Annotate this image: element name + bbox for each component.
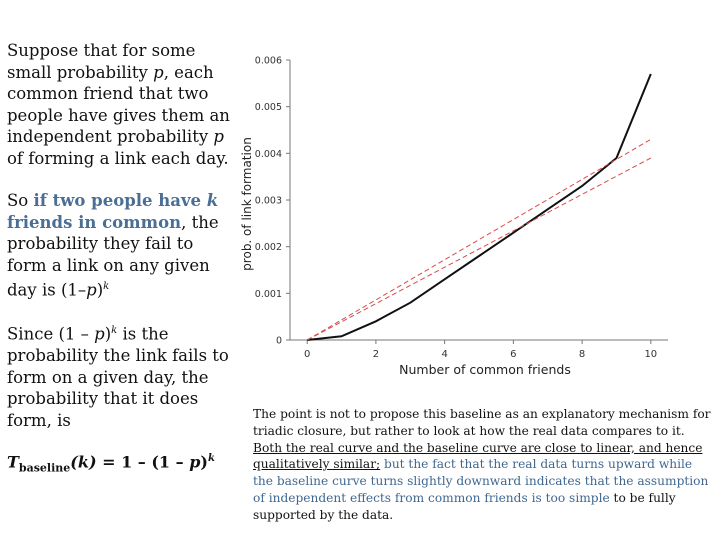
note-underlined-text: Both the real curve and the baseline cur…: [253, 440, 703, 472]
y-tick-label: 0.006: [255, 56, 282, 67]
y-tick-label: 0.001: [255, 289, 282, 300]
text: p: [94, 324, 105, 344]
text: Suppose that for some small probability: [7, 41, 196, 82]
text: , the probability they fail to form a li…: [7, 212, 219, 300]
chart-axes: [289, 60, 668, 341]
text: , each common friend that two people hav…: [7, 62, 230, 147]
exponent: k: [111, 325, 118, 336]
x-tick-label: 0: [304, 349, 310, 360]
note-text: to be fully supported by the data.: [253, 490, 676, 522]
baseline-line-1: [306, 157, 652, 341]
text: ): [96, 280, 104, 300]
y-tick-label: 0.002: [255, 242, 282, 253]
formula-subscript: baseline: [18, 461, 71, 475]
text: of forming a link each day.: [7, 148, 229, 168]
paragraph-probability-p: Suppose that for some small probability …: [7, 40, 232, 169]
note-highlight-text: but the fact that the real data turns up…: [253, 457, 709, 505]
highlight-text: k: [206, 191, 219, 210]
text: p: [153, 62, 164, 82]
paragraph-probability-form: Since (1 – p)k is the probability the li…: [7, 320, 232, 431]
formula-symbol: T: [7, 452, 19, 472]
y-tick-label: 0: [276, 336, 282, 347]
x-tick-label: 4: [441, 349, 447, 360]
chart-series: [306, 73, 652, 341]
real-data-line: [307, 73, 652, 341]
paragraph-k-friends: So if two people have k friends in commo…: [7, 190, 232, 301]
text: ): [104, 324, 112, 344]
text: Since (1 –: [7, 324, 95, 344]
highlight-text: if two people have: [33, 191, 207, 210]
y-tick-label: 0.005: [255, 102, 282, 113]
formula-exponent: k: [207, 453, 215, 464]
text: p: [213, 127, 224, 146]
x-tick-label: 8: [579, 349, 585, 360]
baseline-line-2: [306, 138, 652, 341]
caption-note: The point is not to propose this baselin…: [253, 406, 711, 524]
text: is the probability the link fails to for…: [7, 324, 229, 430]
formula-text: ): [200, 452, 208, 472]
highlight-text: friends in common: [7, 212, 182, 232]
formula-symbol: p: [189, 452, 201, 472]
x-axis-label: Number of common friends: [399, 362, 571, 377]
text: p: [86, 280, 97, 300]
x-tick-label: 2: [373, 349, 379, 360]
y-axis-label: prob. of link formation: [240, 137, 254, 271]
x-tick-label: 10: [644, 349, 657, 360]
text: So: [7, 191, 34, 210]
y-tick-label: 0.004: [255, 149, 282, 160]
baseline-formula: Tbaseline(k) = 1 – (1 – p)k: [7, 448, 232, 479]
note-text: The point is not to propose this baselin…: [253, 407, 711, 438]
link-formation-chart: 0 2 4 6 8 10 0 0.001 0.002 0.003 0.004 0.005 0.006 N…: [240, 56, 668, 377]
exponent: k: [103, 281, 110, 292]
y-tick-label: 0.003: [255, 196, 282, 207]
chart-ticks: 0 2 4 6 8 10 0 0.001 0.002 0.003 0.004 0.005 0.006: [255, 56, 657, 361]
x-tick-label: 6: [510, 349, 516, 360]
formula-text: = 1 – (1 –: [96, 452, 190, 472]
formula-argument: (k): [70, 452, 97, 472]
